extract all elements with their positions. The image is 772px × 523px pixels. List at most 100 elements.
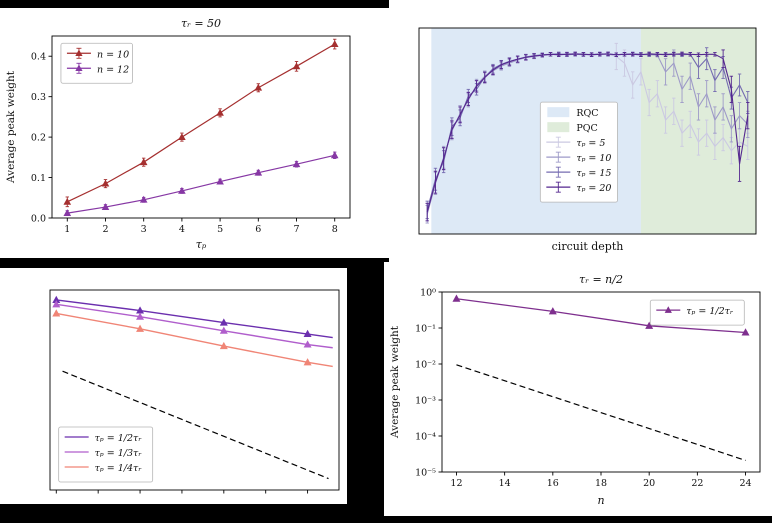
chart-title: τᵣ = 50 [181, 17, 221, 30]
x-axis-label: circuit depth [552, 240, 624, 253]
series-τₚ = 1/2τᵣ [452, 294, 750, 336]
legend-label: PQC [576, 123, 597, 134]
triangle-marker [303, 329, 312, 338]
axes-box [51, 35, 351, 219]
legend-label: τₚ = 15 [576, 168, 611, 179]
x-tick-label: 14 [499, 478, 511, 489]
y-tick-label: 10⁻¹ [415, 323, 436, 334]
legend-label: n = 12 [97, 64, 129, 75]
chart-title: τᵣ = n/2 [579, 273, 623, 286]
y-tick-label: 10⁻³ [415, 395, 436, 406]
triangle-marker [63, 197, 72, 205]
y-tick-label: 10⁻⁵ [415, 467, 436, 478]
x-tick-label: 5 [217, 224, 223, 235]
series-τₚ = 1/3τᵣ [52, 300, 333, 349]
triangle-marker [101, 203, 110, 210]
triangle-marker [136, 324, 145, 332]
triangle-marker [139, 195, 148, 203]
x-tick-label: 24 [739, 478, 751, 489]
legend-label: τₚ = 5 [576, 138, 605, 149]
triangle-marker [254, 83, 263, 91]
y-tick-label: 10⁻⁴ [415, 431, 436, 442]
x-axis-label: τₚ [196, 238, 207, 251]
triangle-marker [330, 40, 339, 47]
triangle-marker [645, 321, 654, 329]
series-τₚ = 1/4τᵣ [52, 309, 333, 368]
legend: τₚ = 1/2τᵣ [649, 299, 745, 326]
series-τₚ = 20 [425, 49, 750, 222]
triangle-marker [136, 306, 145, 314]
triangle-marker [219, 318, 228, 326]
triangle-marker [216, 177, 224, 185]
triangle-marker [303, 358, 312, 366]
panel-bottom-left: τₚ = 1/2τᵣ τₚ = 1/3τᵣ τₚ = 1/4τᵣ [0, 268, 347, 504]
x-tick-label: 4 [179, 224, 185, 235]
x-tick-label: 22 [691, 478, 703, 489]
series-guide [62, 370, 329, 480]
triangle-marker [75, 64, 83, 72]
triangle-marker [178, 186, 186, 194]
triangle-marker [452, 294, 461, 302]
x-tick-label: 16 [547, 478, 559, 489]
triangle-marker [216, 108, 224, 116]
series-guide [456, 364, 746, 461]
legend-label: τₚ = 1/2τᵣ [95, 433, 143, 444]
series-n = 10 [63, 38, 339, 208]
triangle-marker [52, 309, 61, 317]
x-tick-label: 18 [595, 478, 607, 489]
triangle-marker [219, 326, 228, 334]
legend-label: τₚ = 1/3τᵣ [95, 448, 143, 459]
legend-label: τₚ = 10 [576, 153, 611, 164]
y-tick-label: 0.4 [31, 52, 46, 63]
chart-circuit-depth-rqc-pqc: circuit depth RQC PQC τₚ = 5 τₚ = 10 τₚ = 15 τ… [418, 27, 757, 253]
legend-box [58, 426, 154, 483]
panel-top-right: circuit depth RQC PQC τₚ = 5 τₚ = 10 τₚ = 15 τ… [389, 0, 772, 262]
x-tick-label: 3 [141, 224, 147, 235]
axes-box [49, 289, 340, 491]
x-tick-label: 1 [64, 224, 70, 235]
y-tick-label: 0.2 [31, 132, 46, 143]
panel-top-left: 1 2 3 4 5 6 7 8 0.0 0.1 0.2 0.3 0.4 τᵣ = 50 τₚ Average … [0, 8, 390, 258]
x-axis-label: n [597, 494, 604, 507]
legend-label: n = 10 [97, 49, 129, 60]
legend: RQC PQC τₚ = 5 τₚ = 10 τₚ = 15 τₚ = 20 [539, 101, 618, 203]
legend-label: τₚ = 1/4τᵣ [95, 463, 143, 474]
triangle-marker [139, 158, 148, 166]
triangle-marker [63, 209, 72, 217]
series-τₚ = 1/2τᵣ [52, 295, 333, 339]
x-tick-label: 12 [450, 478, 462, 489]
triangle-marker [330, 151, 339, 159]
triangle-marker [219, 341, 228, 350]
x-tick-label: 2 [102, 224, 108, 235]
x-tick-label: 7 [293, 224, 299, 235]
legend-label: τₚ = 20 [576, 183, 611, 194]
triangle-marker [741, 328, 750, 336]
y-axis-label: Average peak weight [389, 325, 401, 439]
triangle-marker [292, 62, 301, 70]
legend-patch [547, 122, 570, 133]
legend: n = 10 n = 12 [60, 42, 133, 84]
triangle-marker [664, 306, 672, 313]
triangle-marker [52, 295, 61, 303]
y-tick-label: 10⁰ [420, 287, 436, 298]
triangle-marker [101, 179, 110, 187]
chart-tau-r-n-over-2: 12 14 16 18 20 22 24 10⁰ 10⁻¹ 10⁻² 10⁻³ 10⁻⁴ 10⁻⁵ τᵣ … [389, 273, 761, 507]
legend-label: RQC [576, 108, 598, 119]
series-n = 12 [63, 151, 339, 217]
chart-avg-peak-weight-vs-tau-p: 1 2 3 4 5 6 7 8 0.0 0.1 0.2 0.3 0.4 τᵣ = 50 τₚ Average … [5, 17, 351, 251]
triangle-marker [254, 168, 263, 176]
x-tick-label: 6 [255, 224, 261, 235]
axes-box [418, 27, 757, 235]
legend-label: τₚ = 1/2τᵣ [686, 306, 734, 317]
legend-patch [547, 107, 570, 118]
legend-box [649, 299, 745, 326]
triangle-marker [548, 307, 557, 315]
y-tick-label: 10⁻² [415, 359, 436, 370]
y-axis-label: Average peak weight [5, 70, 17, 184]
triangle-marker [75, 49, 83, 57]
panel-bottom-right: 12 14 16 18 20 22 24 10⁰ 10⁻¹ 10⁻² 10⁻³ 10⁻⁴ 10⁻⁵ τᵣ … [384, 262, 772, 516]
y-tick-label: 0.3 [31, 92, 46, 103]
y-tick-label: 0.0 [31, 213, 46, 224]
triangle-marker [292, 160, 301, 168]
triangle-marker [303, 340, 312, 348]
